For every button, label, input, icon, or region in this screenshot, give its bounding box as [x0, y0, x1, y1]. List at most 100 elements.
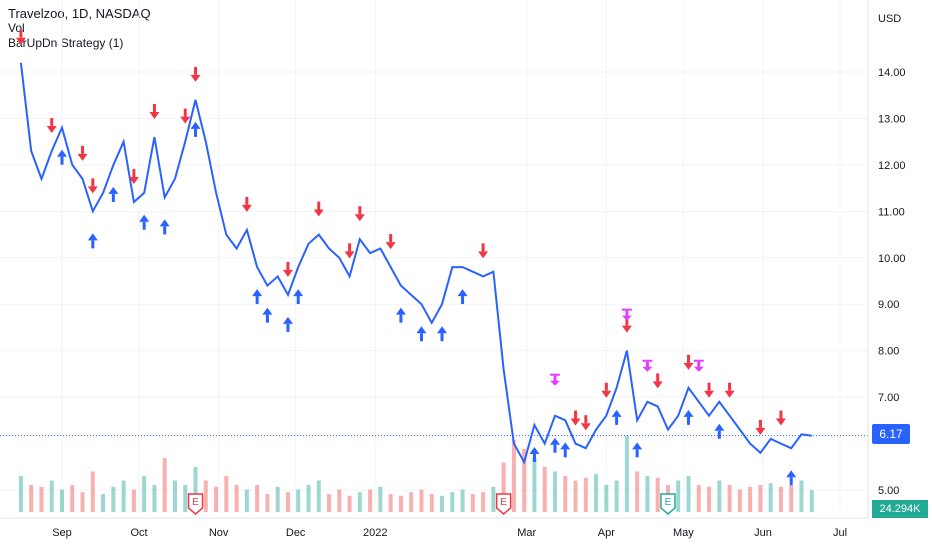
volume-bar: [655, 477, 660, 512]
y-tick-label: 10.00: [878, 253, 906, 265]
arrow-shaft: [111, 193, 115, 202]
arrow-shaft: [50, 117, 54, 126]
arrow-shaft: [317, 201, 321, 210]
arrow-head: [282, 316, 293, 324]
arrow-head: [262, 307, 273, 315]
short-entry-arrow: [15, 29, 26, 45]
volume-bar: [131, 489, 136, 512]
volume-bar: [532, 458, 537, 512]
short-entry-arrow: [683, 354, 694, 370]
arrow-shaft: [656, 373, 660, 382]
y-tick-label: 8.00: [878, 346, 899, 358]
volume-bar: [429, 494, 434, 512]
volume-bar: [265, 494, 270, 512]
arrow-shaft: [183, 108, 187, 117]
long-entry-arrow: [632, 442, 643, 458]
x-tick-label: Mar: [517, 527, 536, 539]
arrow-shaft: [91, 240, 95, 249]
arrow-shaft: [779, 410, 783, 419]
volume-bar: [183, 485, 188, 512]
volume-bar: [542, 467, 547, 512]
arrow-shaft: [194, 66, 198, 75]
long-entry-arrow: [437, 326, 448, 342]
short-entry-arrow: [282, 261, 293, 277]
last-volume-tag: 24.294K: [872, 500, 928, 518]
short-entry-arrow: [190, 66, 201, 82]
long-entry-arrow: [293, 289, 304, 305]
arrow-shaft: [635, 449, 639, 458]
arrow-head: [621, 325, 632, 333]
arrow-shaft: [399, 314, 403, 323]
volume-bar: [337, 489, 342, 512]
arrow-shaft: [728, 382, 732, 391]
chart-legend: Travelzoo, 1D, NASDAQ Vol BarUpDn Strate…: [8, 6, 151, 51]
volume-bar: [316, 480, 321, 512]
volume-bar: [39, 486, 44, 512]
earnings-flag: E: [660, 493, 676, 515]
short-entry-arrow: [87, 178, 98, 194]
volume-bar: [80, 492, 85, 512]
arrow-shaft: [358, 206, 362, 215]
symbol-title: Travelzoo, 1D, NASDAQ: [8, 6, 151, 21]
arrow-shaft: [19, 29, 23, 38]
arrow-head: [704, 390, 715, 398]
arrow-head: [683, 362, 694, 370]
volume-bar: [799, 480, 804, 512]
volume-bar: [111, 486, 116, 512]
long-entry-arrow: [549, 437, 560, 453]
y-tick-label: 11.00: [878, 206, 905, 218]
x-tick-label: Apr: [598, 527, 615, 539]
currency-label: USD: [878, 13, 901, 25]
long-entry-arrow: [159, 219, 170, 235]
marker-bar: [693, 359, 704, 362]
volume-bar: [481, 492, 486, 512]
volume-bar: [347, 495, 352, 512]
arrow-head: [437, 326, 448, 334]
long-entry-arrow: [714, 423, 725, 439]
earnings-flag: E: [495, 493, 512, 515]
arrow-shaft: [687, 416, 691, 425]
long-entry-arrow: [252, 289, 263, 305]
volume-bar: [409, 492, 414, 512]
arrow-head: [529, 446, 540, 454]
volume-bar: [49, 480, 54, 512]
arrow-shaft: [245, 196, 249, 205]
arrow-head: [354, 214, 365, 222]
long-entry-arrow: [282, 316, 293, 332]
arrow-head: [611, 409, 622, 417]
short-entry-arrow: [601, 382, 612, 398]
marker-head: [549, 380, 560, 386]
arrow-shaft: [584, 415, 588, 424]
volume-bar: [172, 480, 177, 512]
arrow-shaft: [132, 169, 136, 178]
y-tick-label: 9.00: [878, 299, 899, 311]
volume-bar: [583, 477, 588, 512]
volume-bar: [203, 480, 208, 512]
arrow-head: [549, 437, 560, 445]
long-entry-arrow: [560, 442, 571, 458]
strategy-legend[interactable]: BarUpDn Strategy (1): [8, 36, 124, 50]
volume-bar: [645, 476, 650, 512]
arrow-head: [601, 390, 612, 398]
arrow-head: [786, 470, 797, 478]
volume-bar: [573, 480, 578, 512]
long-entry-arrow: [190, 121, 201, 137]
arrow-head: [241, 204, 252, 212]
volume-bar: [275, 486, 280, 512]
earnings-badge: [660, 493, 676, 515]
volume-bar: [327, 494, 332, 512]
y-tick-label: 14.00: [878, 67, 906, 79]
arrow-head: [416, 326, 427, 334]
x-tick-label: May: [673, 527, 694, 539]
arrow-head: [252, 289, 263, 297]
arrow-shaft: [615, 416, 619, 425]
arrow-shaft: [532, 453, 536, 462]
volume-bar: [470, 494, 475, 512]
y-tick-label: 7.00: [878, 392, 899, 404]
marker-bar: [642, 359, 653, 362]
short-entry-arrow: [77, 145, 88, 161]
arrow-shaft: [389, 234, 393, 243]
volume-bar: [778, 486, 783, 512]
long-entry-arrow: [395, 307, 406, 323]
